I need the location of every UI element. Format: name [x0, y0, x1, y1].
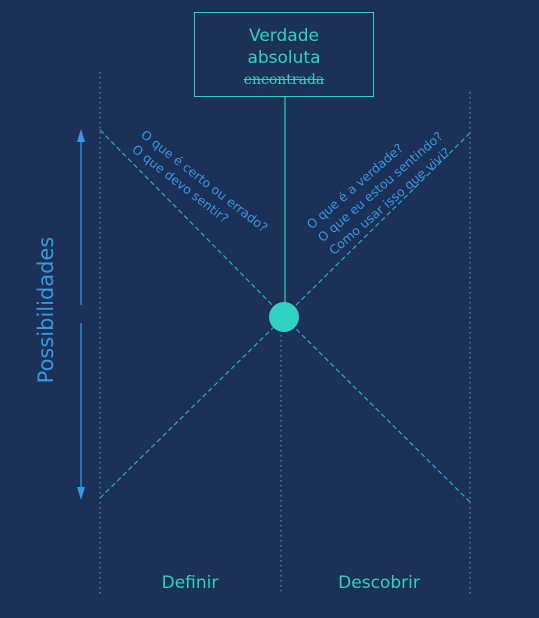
box-line-3-struck: encontrada [243, 72, 325, 88]
box-line-1: Verdade [249, 26, 319, 46]
bottom-label-left: Definir [161, 573, 219, 593]
diagonal-top-left [99, 129, 285, 318]
center-node [269, 302, 299, 332]
diagonal-bottom-right [283, 316, 471, 503]
y-axis-label: Possibilidades [34, 236, 58, 384]
diagonal-top-right [283, 132, 471, 318]
arrow-down-head [77, 487, 85, 500]
absolute-truth-box: Verdade absoluta encontrada [194, 12, 374, 97]
arrow-up-head [77, 129, 85, 142]
diagonal-bottom-left [99, 316, 285, 499]
bottom-label-right: Descobrir [338, 573, 420, 593]
box-line-2: absoluta [247, 48, 321, 68]
